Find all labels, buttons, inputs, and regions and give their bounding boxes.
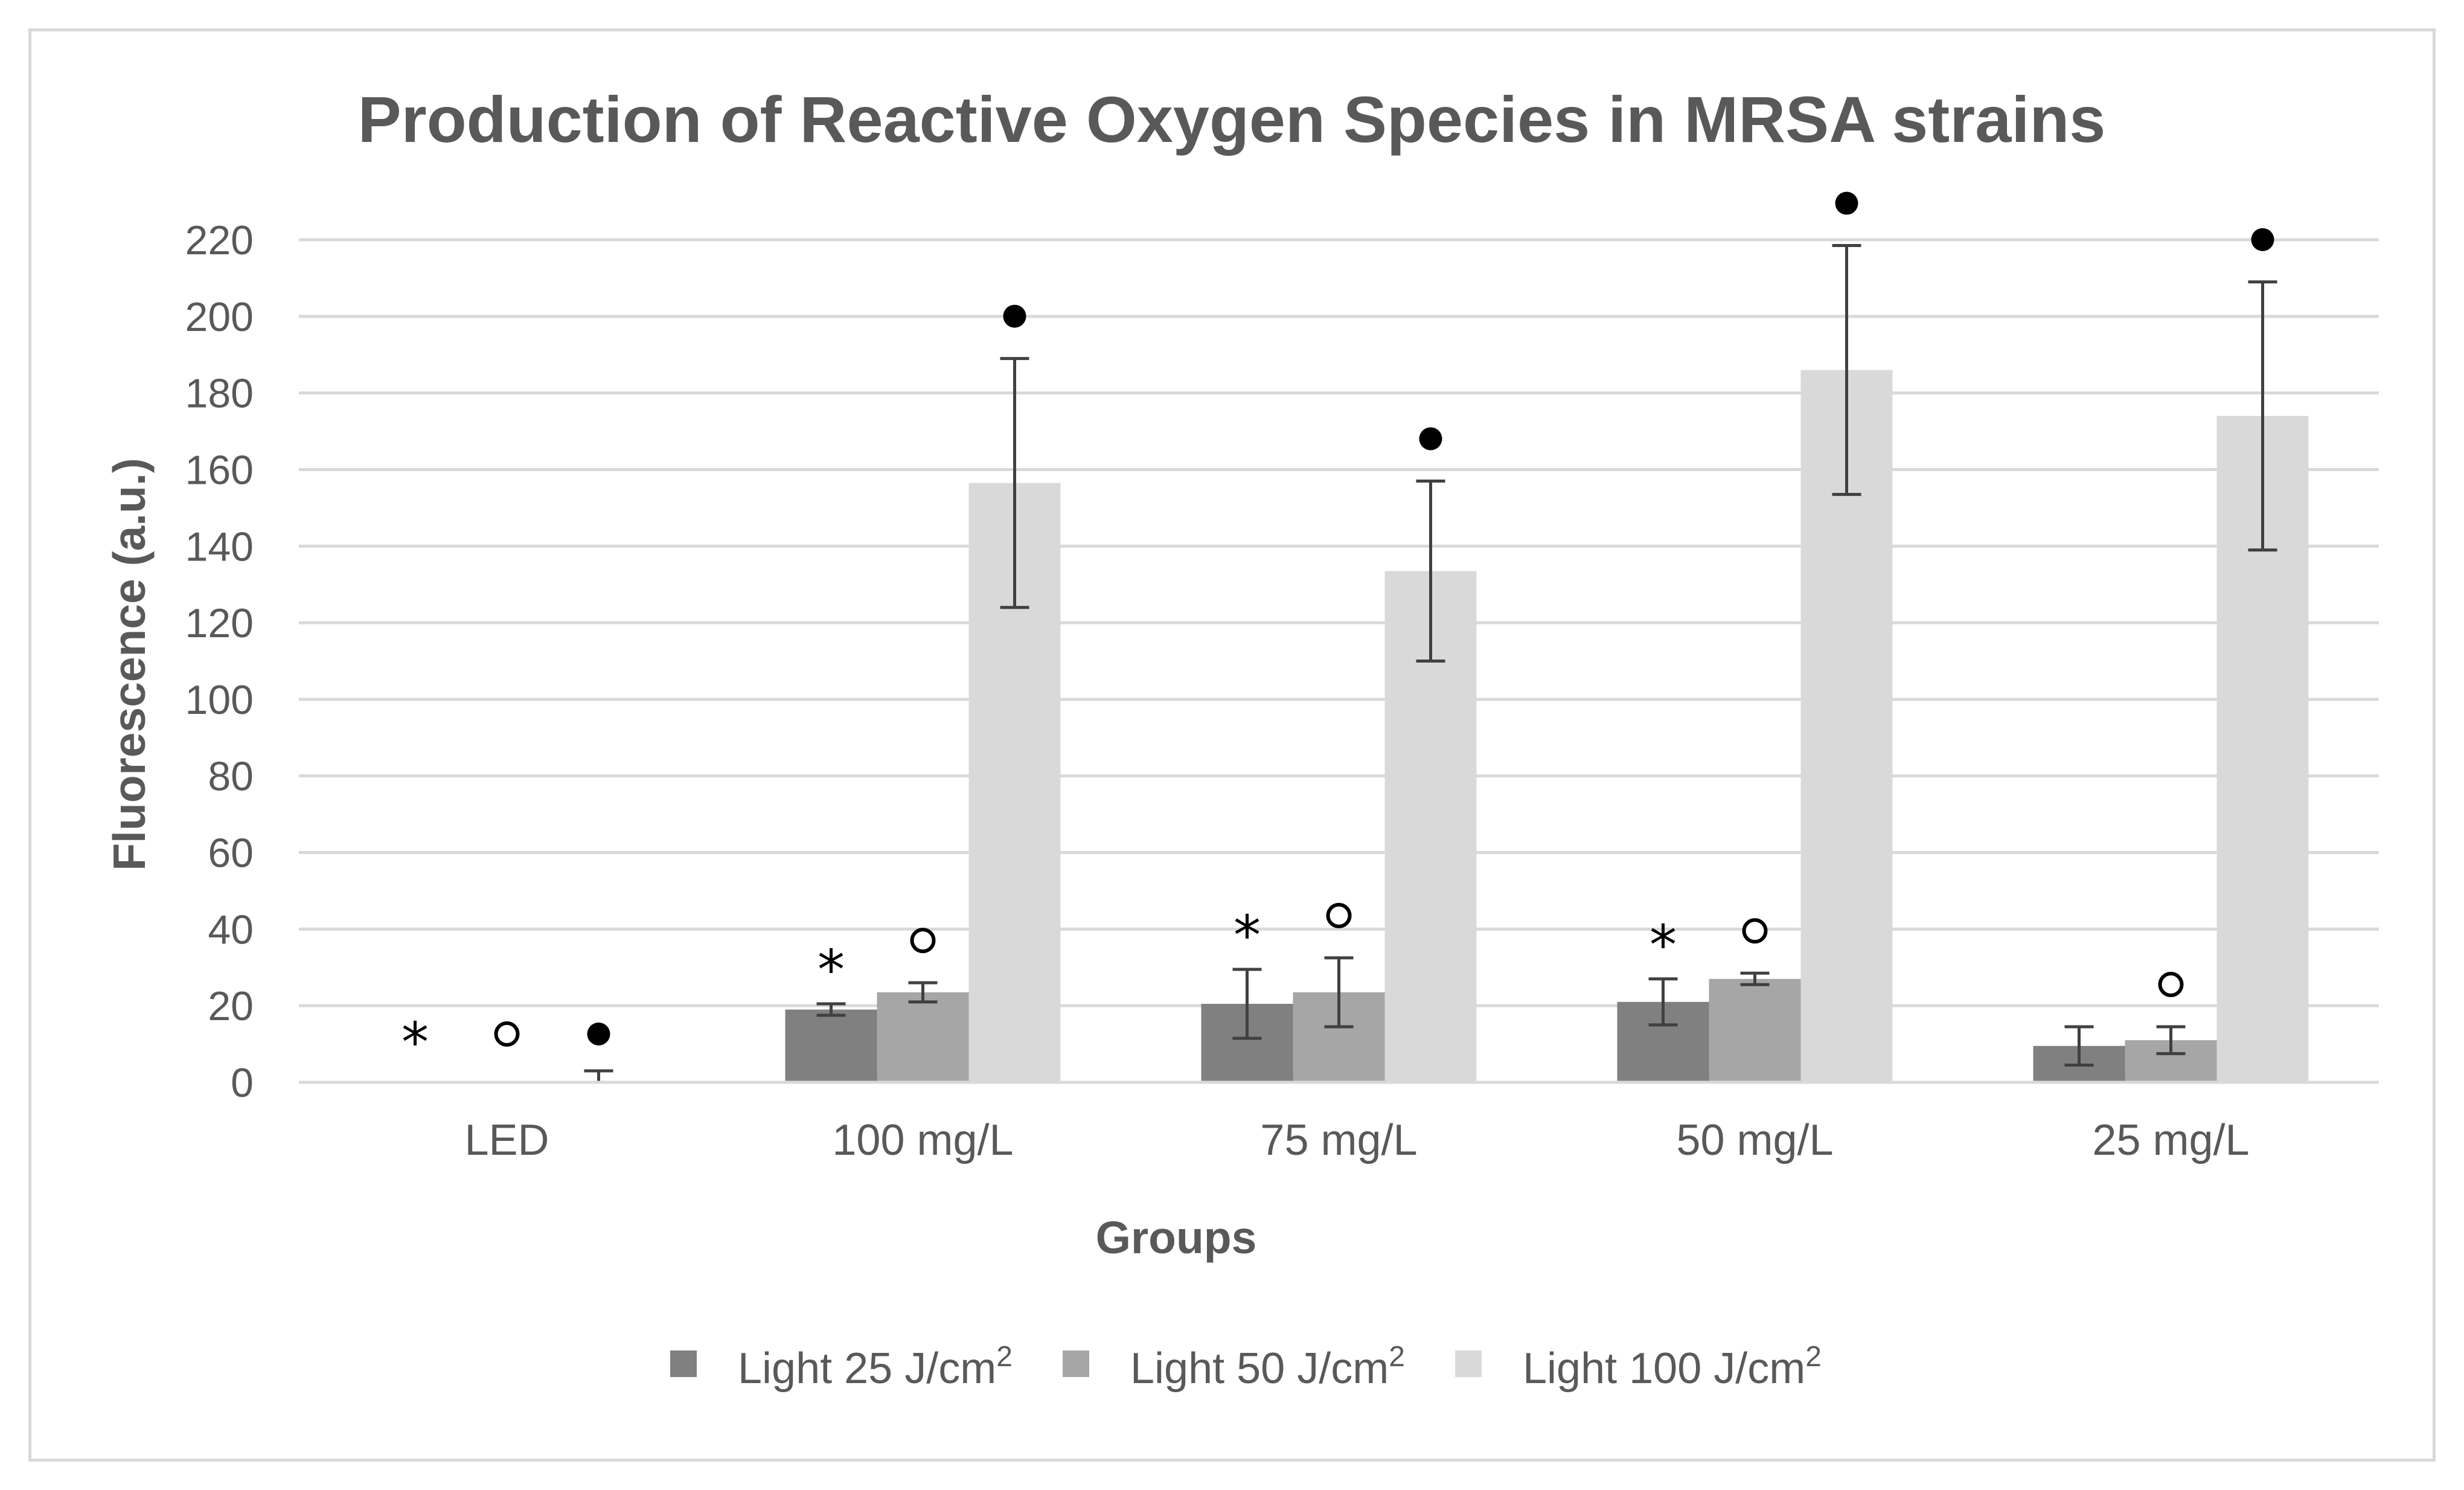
- legend: Light 25 J/cm2 Light 50 J/cm2 Light 100 J/…: [670, 1341, 1822, 1393]
- x-axis-title: Groups: [1096, 1212, 1257, 1263]
- filled-circle-marker: [587, 1023, 610, 1045]
- open-circle-marker: [2158, 972, 2184, 998]
- x-tick-label: 25 mg/L: [2092, 1116, 2249, 1164]
- filled-circle-marker: [1003, 304, 1026, 328]
- filled-circle-marker: [1835, 191, 1858, 215]
- bar: [785, 1009, 877, 1082]
- legend-label-superscript: 2: [1389, 1341, 1405, 1373]
- y-tick-label: 20: [208, 983, 254, 1029]
- x-tick-label: 50 mg/L: [1676, 1116, 1833, 1164]
- asterisk-marker: *: [402, 1011, 429, 1074]
- y-tick-label: 40: [208, 907, 254, 952]
- legend-label: Light 50 J/cm2: [1130, 1341, 1405, 1393]
- bar: [877, 992, 969, 1082]
- x-tick-label: LED: [464, 1116, 549, 1164]
- y-tick-label: 0: [231, 1060, 254, 1106]
- filled-circle-marker: [1419, 427, 1442, 451]
- legend-swatch: [670, 1350, 697, 1377]
- y-tick-label: 180: [185, 371, 254, 417]
- y-tick-label: 100: [185, 677, 254, 723]
- x-tick-label: 75 mg/L: [1260, 1116, 1417, 1164]
- legend-label-text: Light 50 J/cm: [1130, 1344, 1389, 1393]
- y-axis-ticks: 0 20 40 60 80 100 120 140 160 180 200 220: [185, 217, 254, 1106]
- legend-label-superscript: 2: [1805, 1341, 1822, 1373]
- asterisk-marker: *: [1234, 904, 1261, 968]
- open-circle-marker: [910, 928, 936, 954]
- legend-label-text: Light 100 J/cm: [1523, 1344, 1805, 1393]
- y-tick-label: 60: [208, 830, 254, 876]
- y-tick-label: 220: [185, 217, 254, 263]
- legend-label-superscript: 2: [996, 1341, 1013, 1373]
- y-tick-label: 200: [185, 294, 254, 340]
- y-tick-label: 140: [185, 524, 254, 570]
- asterisk-marker: *: [818, 939, 845, 1002]
- asterisk-marker: *: [1650, 914, 1677, 977]
- legend-swatch: [1455, 1350, 1482, 1377]
- error-bars: [584, 244, 2277, 1084]
- legend-label-text: Light 25 J/cm: [738, 1344, 996, 1393]
- y-tick-label: 160: [185, 447, 254, 493]
- open-circle-marker: [1326, 902, 1352, 928]
- filled-circle-marker: [2251, 228, 2274, 251]
- bar: [1709, 978, 1801, 1082]
- legend-swatch: [1063, 1350, 1089, 1377]
- y-tick-label: 80: [208, 754, 254, 800]
- chart-title: Production of Reactive Oxygen Species in…: [358, 83, 2106, 156]
- significance-markers: * * * *: [402, 191, 2274, 1074]
- open-circle-marker: [494, 1021, 520, 1047]
- chart-frame: [28, 28, 2436, 1462]
- open-circle-marker: [1742, 918, 1768, 944]
- y-tick-label: 120: [185, 600, 254, 646]
- legend-label: Light 25 J/cm2: [738, 1341, 1013, 1393]
- x-axis-ticks: LED 100 mg/L 75 mg/L 50 mg/L 25 mg/L: [464, 1116, 2249, 1164]
- x-tick-label: 100 mg/L: [832, 1116, 1013, 1164]
- legend-label: Light 100 J/cm2: [1523, 1341, 1822, 1393]
- y-axis-title: Fluorescence (a.u.): [104, 458, 155, 871]
- grid-lines: [299, 238, 2379, 1007]
